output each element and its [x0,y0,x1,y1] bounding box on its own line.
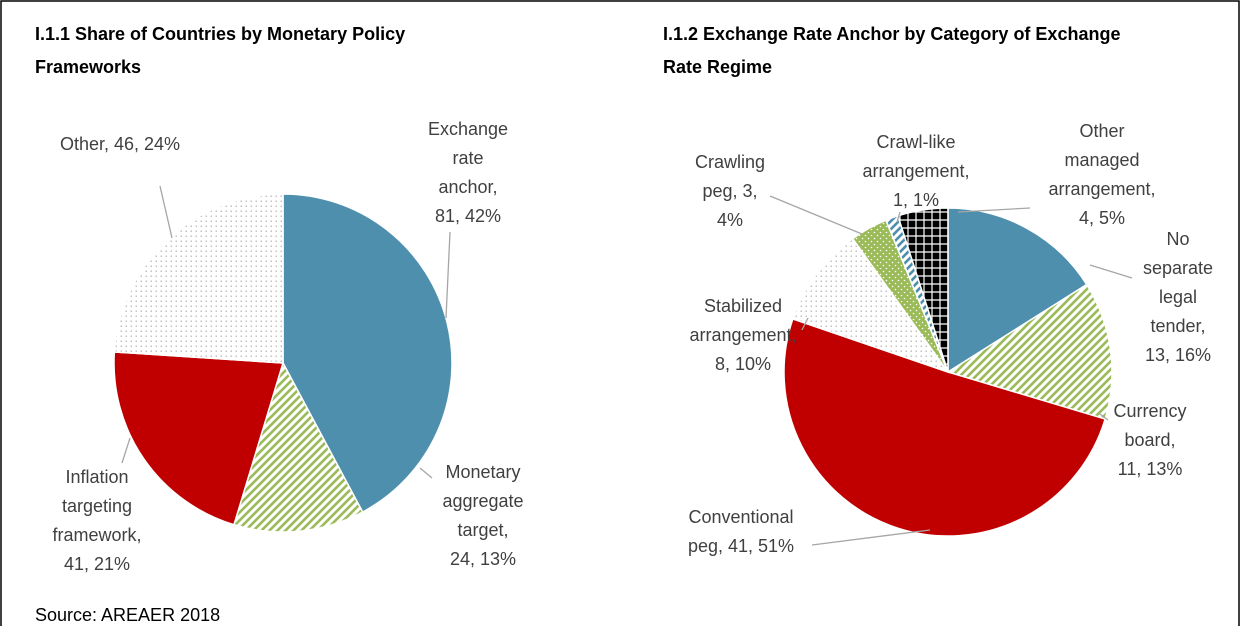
pie-slice [233,361,364,533]
pie-slice [791,237,950,374]
data-label: Crawling peg, 3, 4% [695,152,765,230]
leader-line [896,211,901,223]
leader-line [769,195,863,235]
data-label: Other, 46, 24% [60,134,180,154]
pie-slice [947,207,1088,374]
leader-line [445,231,451,319]
data-label: Exchange rate anchor, 81, 42% [428,119,508,226]
leader-line [419,467,433,479]
data-label: Other managed arrangement, 4, 5% [1048,121,1155,228]
data-label: Currency board, 11, 13% [1113,401,1186,479]
data-label: Inflation targeting framework, 41, 21% [52,467,141,574]
leader-line [1099,413,1109,421]
leader-line [1089,264,1133,279]
source-note: Source: AREAER 2018 [35,605,220,625]
leader-line [159,185,173,239]
pie-slice [783,317,1107,537]
pie-slice [946,283,1113,420]
data-label: Stabilized arrangement, 8, 10% [689,296,796,374]
chart-title: I.1.2 Exchange Rate Anchor by Category o… [663,24,1120,77]
data-label: Crawl-like arrangement, 1, 1% [862,132,969,210]
pie-slice [282,193,453,514]
pie-slice [113,193,284,364]
leader-line [957,207,1031,213]
data-label: Conventional peg, 41, 51% [688,507,794,556]
chart-title: I.1.1 Share of Countries by Monetary Pol… [35,24,405,77]
data-label: Monetary aggregate target, 24, 13% [442,462,523,569]
leader-line [811,529,931,546]
pie-slice [896,207,949,373]
pie-slice [113,351,284,526]
data-label: No separate legal tender, 13, 16% [1143,229,1213,365]
leader-line [121,437,131,464]
leader-line [801,317,809,331]
